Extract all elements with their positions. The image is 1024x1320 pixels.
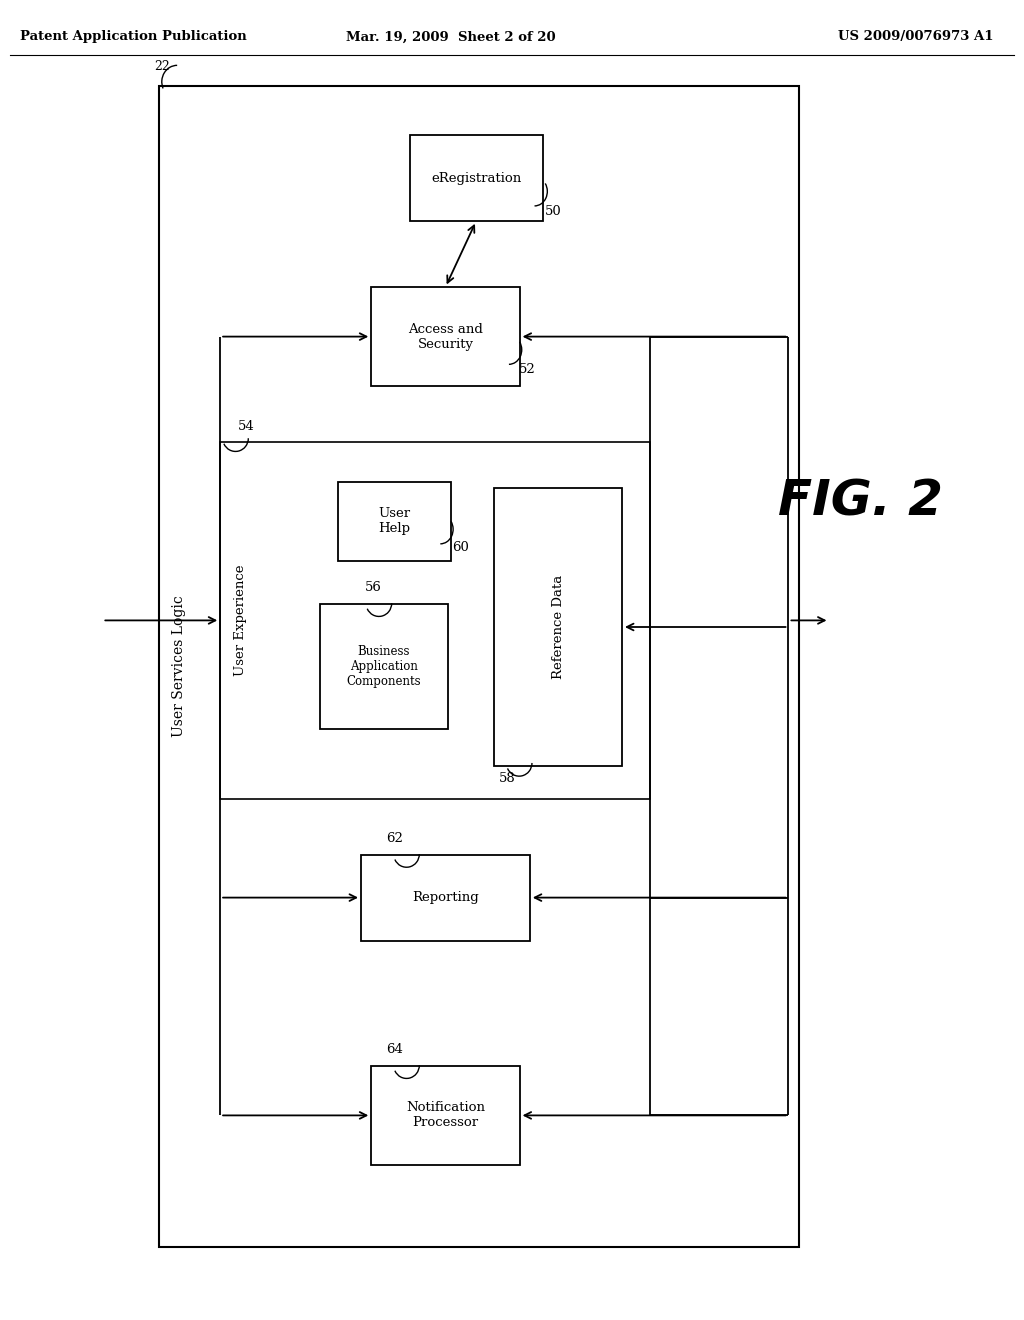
Text: 64: 64 xyxy=(386,1043,402,1056)
Text: Notification
Processor: Notification Processor xyxy=(406,1101,485,1130)
Text: US 2009/0076973 A1: US 2009/0076973 A1 xyxy=(838,30,993,44)
Bar xyxy=(371,1067,519,1166)
Text: 50: 50 xyxy=(545,205,561,218)
Text: Mar. 19, 2009  Sheet 2 of 20: Mar. 19, 2009 Sheet 2 of 20 xyxy=(346,30,555,44)
Bar xyxy=(410,135,543,220)
Text: User
Help: User Help xyxy=(378,507,411,536)
Bar xyxy=(338,482,451,561)
Bar xyxy=(371,288,519,385)
Text: FIG. 2: FIG. 2 xyxy=(777,478,943,525)
Text: Patent Application Publication: Patent Application Publication xyxy=(20,30,247,44)
Text: 58: 58 xyxy=(499,772,515,785)
Bar xyxy=(159,86,799,1247)
Text: User Services Logic: User Services Logic xyxy=(172,595,186,738)
Bar xyxy=(220,442,650,799)
Text: 62: 62 xyxy=(386,832,402,845)
Text: User Experience: User Experience xyxy=(234,565,247,676)
Text: Access and
Security: Access and Security xyxy=(408,322,483,351)
Bar xyxy=(319,605,449,729)
Text: Reference Data: Reference Data xyxy=(552,576,564,678)
Bar xyxy=(360,855,530,940)
Text: eRegistration: eRegistration xyxy=(431,172,521,185)
Bar xyxy=(495,488,623,766)
Text: Reporting: Reporting xyxy=(412,891,479,904)
Text: 52: 52 xyxy=(519,363,536,376)
Text: 60: 60 xyxy=(453,541,469,554)
Text: 54: 54 xyxy=(238,420,254,433)
Text: 22: 22 xyxy=(154,59,170,73)
Text: Business
Application
Components: Business Application Components xyxy=(347,645,421,688)
Text: 56: 56 xyxy=(366,581,382,594)
